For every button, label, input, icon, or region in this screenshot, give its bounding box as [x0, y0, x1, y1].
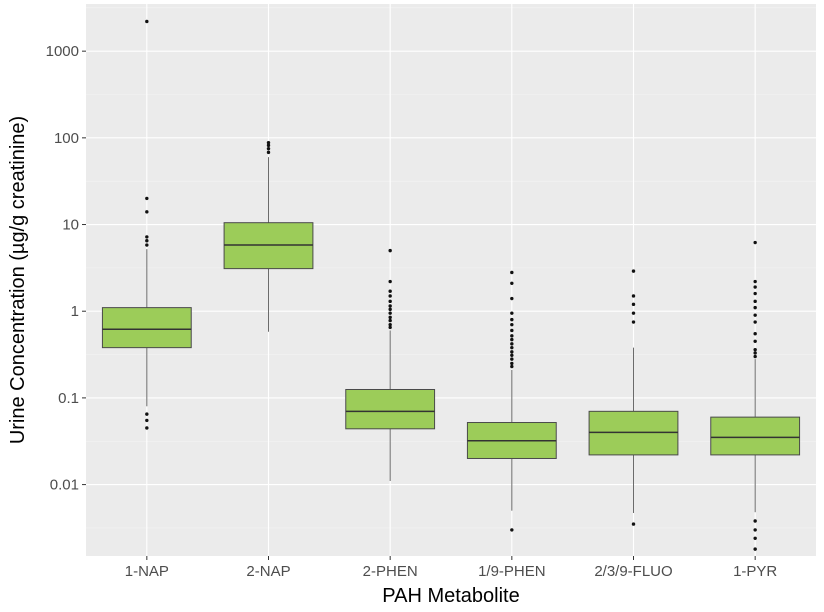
outlier-point — [510, 361, 514, 366]
box-1 — [101, 19, 192, 430]
outlier-point — [510, 528, 514, 532]
outlier-point — [145, 196, 149, 201]
y-tick-label: 0.1 — [58, 390, 79, 407]
outlier-point — [510, 311, 514, 315]
outlier-point — [266, 146, 271, 151]
box-5 — [588, 269, 679, 526]
outlier-point — [145, 239, 149, 243]
outlier-point — [753, 305, 757, 310]
outlier-point — [145, 426, 149, 430]
outlier-point — [145, 235, 149, 239]
outlier-point — [145, 210, 149, 214]
outlier-point — [510, 334, 514, 338]
outlier-point — [510, 322, 514, 327]
outlier-point — [753, 313, 757, 317]
outlier-point — [753, 354, 757, 359]
minor-gridlines — [86, 7, 816, 529]
outlier-point — [266, 143, 271, 148]
outlier-point — [388, 248, 392, 253]
outlier-point — [631, 522, 636, 526]
iqr-box — [710, 416, 801, 456]
y-axis-ticks: 0.01 0.1 1 10 100 1000 — [46, 43, 86, 494]
outlier-point — [510, 357, 514, 361]
x-tick-label: 2/3/9-FLUO — [594, 563, 672, 580]
outlier-point — [631, 311, 636, 315]
outlier-point — [388, 294, 392, 298]
outlier-point — [510, 281, 514, 285]
outlier-point — [753, 291, 757, 296]
outlier-point — [510, 350, 514, 354]
outlier-point — [753, 240, 757, 245]
plot-panel — [86, 4, 816, 556]
x-axis-title: PAH Metabolite — [382, 585, 519, 607]
outlier-point — [510, 296, 514, 301]
outlier-point — [631, 302, 636, 307]
outlier-point — [145, 412, 149, 416]
x-axis-ticks: 1-NAP 2-NAP 2-PHEN 1/9-PHEN 2/3/9-FLUO 1-PYR — [125, 556, 777, 580]
y-tick-label: 1 — [71, 303, 79, 320]
outlier-point — [753, 332, 757, 336]
y-tick-label: 100 — [54, 130, 79, 147]
outlier-point — [631, 320, 636, 324]
outlier-point — [753, 320, 757, 324]
x-tick-label: 2-PHEN — [363, 563, 418, 580]
outlier-point — [510, 345, 514, 350]
outlier-point — [510, 270, 514, 275]
iqr-box — [101, 307, 192, 349]
y-tick-label: 1000 — [46, 43, 79, 60]
box-4 — [466, 270, 557, 532]
outlier-point — [753, 285, 757, 289]
outlier-point — [388, 318, 392, 323]
outlier-point — [388, 304, 392, 308]
outlier-point — [510, 342, 514, 346]
outlier-point — [388, 311, 392, 315]
box-3 — [345, 248, 436, 481]
y-tick-label: 0.01 — [50, 477, 79, 494]
outlier-point — [388, 279, 392, 284]
outlier-point — [753, 339, 757, 343]
outlier-point — [510, 364, 514, 369]
iqr-box — [345, 388, 436, 430]
x-tick-label: 1/9-PHEN — [478, 563, 546, 580]
outlier-point — [145, 19, 149, 24]
outlier-point — [631, 269, 636, 273]
outlier-point — [753, 279, 757, 284]
outlier-point — [145, 418, 149, 423]
outlier-point — [266, 140, 271, 145]
outlier-point — [388, 289, 392, 293]
outlier-point — [510, 328, 514, 333]
outlier-point — [753, 528, 757, 532]
box-series — [101, 19, 801, 551]
outlier-point — [753, 299, 757, 304]
outlier-point — [510, 337, 514, 342]
outlier-point — [753, 347, 757, 352]
box-6 — [710, 240, 801, 551]
outlier-point — [510, 317, 514, 322]
y-axis-title: Urine Concentration (µg/g creatinine) — [7, 116, 29, 444]
outlier-point — [388, 322, 392, 327]
box-2 — [223, 140, 314, 332]
outlier-point — [510, 353, 514, 358]
outlier-point — [145, 243, 149, 247]
x-tick-label: 1-PYR — [733, 563, 777, 580]
outlier-point — [388, 315, 392, 320]
outlier-point — [388, 325, 392, 330]
outlier-point — [753, 351, 757, 355]
x-tick-label: 2-NAP — [246, 563, 290, 580]
outlier-point — [388, 299, 392, 304]
outlier-point — [753, 547, 757, 551]
y-tick-label: 10 — [62, 217, 79, 234]
x-tick-label: 1-NAP — [125, 563, 169, 580]
outlier-point — [388, 307, 392, 312]
outlier-point — [266, 150, 271, 155]
outlier-point — [753, 519, 757, 523]
outlier-point — [631, 294, 636, 298]
outlier-point — [753, 536, 757, 541]
